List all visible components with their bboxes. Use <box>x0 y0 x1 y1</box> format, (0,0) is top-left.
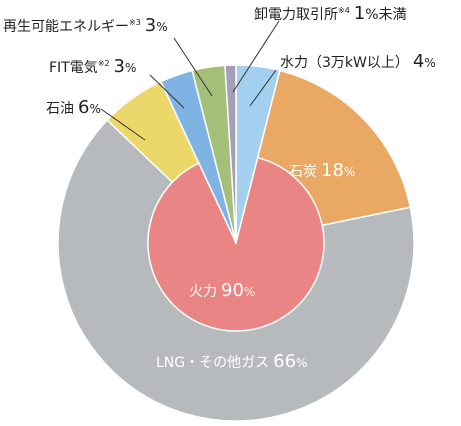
label-exchange: 卸電力取引所※4 1%未満 <box>254 3 407 24</box>
label-fit-sup: ※2 <box>98 59 110 68</box>
label-oil-pct: % <box>89 102 100 116</box>
label-lng-pct: % <box>296 356 307 370</box>
label-renew: 再生可能エネルギー※3 3% <box>3 15 168 36</box>
pie-slice-exchange <box>224 64 237 244</box>
label-renew-pct: % <box>156 20 167 34</box>
label-hydro-pct: % <box>424 56 435 70</box>
label-renew-name: 再生可能エネルギー <box>3 19 129 35</box>
label-oil-num: 6 <box>78 97 89 118</box>
leader-line-oil <box>100 108 146 141</box>
label-thermal-num: 90 <box>221 280 244 301</box>
label-coal-pct: % <box>344 165 355 179</box>
label-fit: FIT電気※2 3% <box>49 56 136 77</box>
label-exchange-num: 1 <box>354 3 365 24</box>
label-lng: LNG・その他ガス 66% <box>156 351 307 372</box>
label-renew-sup: ※3 <box>129 18 141 27</box>
label-thermal-name: 火力 <box>189 284 217 300</box>
label-fit-num: 3 <box>114 56 125 77</box>
label-exchange-name: 卸電力取引所 <box>254 7 338 23</box>
label-hydro-name: 水力（3万kW以上） <box>280 55 409 71</box>
label-renew-num: 3 <box>145 15 156 36</box>
leader-lines <box>100 20 280 141</box>
label-coal: 石炭 18% <box>289 160 355 181</box>
leader-line-hydro <box>249 69 277 107</box>
label-coal-num: 18 <box>321 160 344 181</box>
label-exchange-pct: %未満 <box>365 7 406 23</box>
leader-line-exchange <box>232 20 280 93</box>
label-fit-name: FIT電気 <box>49 60 98 76</box>
leader-line-renew <box>173 37 213 97</box>
label-fit-pct: % <box>125 61 136 75</box>
pie-slice-thermal <box>147 156 325 332</box>
label-lng-name: LNG・その他ガス <box>156 355 269 371</box>
label-thermal: 火力 90% <box>189 280 255 301</box>
label-oil-name: 石油 <box>46 101 74 117</box>
label-exchange-sup: ※4 <box>338 6 350 15</box>
label-coal-name: 石炭 <box>289 164 317 180</box>
label-oil: 石油 6% <box>46 97 101 118</box>
label-thermal-pct: % <box>244 285 255 299</box>
leader-line-fit <box>149 74 185 109</box>
label-hydro: 水力（3万kW以上） 4% <box>280 51 436 72</box>
label-hydro-num: 4 <box>413 51 424 72</box>
label-lng-num: 66 <box>273 351 296 372</box>
